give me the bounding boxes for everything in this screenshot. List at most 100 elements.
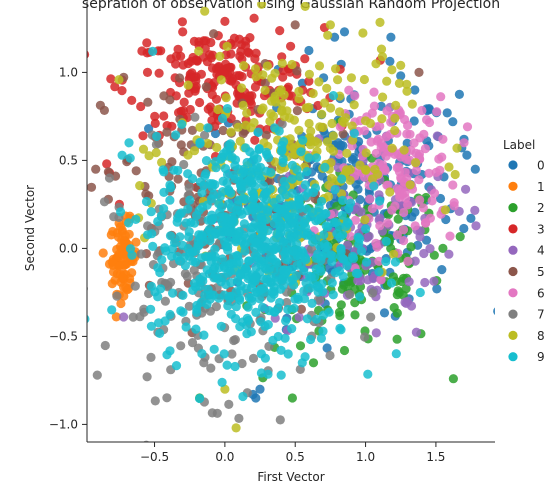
- point-series-2: [339, 345, 350, 356]
- point-series-7: [230, 335, 240, 345]
- point-series-9: [199, 181, 209, 191]
- point-series-9: [311, 253, 321, 263]
- point-series-9: [281, 190, 291, 200]
- point-series-9: [355, 292, 365, 302]
- point-series-9: [264, 306, 274, 316]
- point-series-9: [302, 167, 312, 177]
- point-series-9: [283, 349, 293, 359]
- point-series-8: [333, 75, 343, 85]
- point-series-0: [435, 193, 446, 204]
- point-series-5: [338, 129, 348, 139]
- point-series-3: [249, 13, 259, 23]
- point-series-9: [220, 164, 231, 174]
- point-series-9: [195, 139, 205, 149]
- point-series-9: [254, 144, 264, 155]
- x-tick-label: 0.5: [286, 450, 305, 464]
- point-series-9: [248, 205, 258, 215]
- point-series-0: [410, 85, 420, 95]
- point-series-9: [210, 244, 220, 254]
- point-series-6: [366, 137, 376, 147]
- point-series-0: [210, 128, 221, 139]
- point-series-9: [277, 275, 287, 285]
- point-series-3: [278, 66, 288, 76]
- point-series-3: [162, 121, 172, 131]
- point-series-9: [301, 278, 311, 288]
- point-series-9: [313, 215, 323, 225]
- point-series-9: [165, 346, 175, 356]
- point-series-7: [345, 289, 355, 299]
- point-series-9: [214, 199, 224, 209]
- point-series-8: [241, 120, 251, 130]
- point-series-3: [178, 27, 188, 37]
- point-series-5: [143, 97, 153, 107]
- point-series-9: [184, 232, 194, 242]
- point-series-3: [192, 56, 202, 66]
- point-series-9: [168, 288, 178, 298]
- legend-label-5: 5: [537, 265, 545, 279]
- point-series-9: [276, 345, 286, 355]
- point-series-0: [442, 108, 452, 118]
- point-series-9: [185, 195, 195, 205]
- point-series-9: [194, 241, 204, 251]
- point-series-6: [437, 152, 447, 162]
- point-series-1: [117, 272, 128, 283]
- point-series-9: [250, 273, 260, 283]
- point-series-9: [353, 232, 363, 242]
- point-series-9: [316, 333, 326, 343]
- point-series-9: [290, 208, 300, 218]
- point-series-8: [402, 79, 412, 89]
- point-series-7: [212, 408, 222, 418]
- point-series-7: [176, 341, 186, 351]
- point-series-9: [146, 281, 156, 291]
- point-series-9: [281, 316, 291, 326]
- point-series-4: [419, 248, 429, 259]
- point-series-6: [449, 201, 459, 211]
- point-series-6: [429, 188, 440, 198]
- point-series-9: [326, 250, 336, 260]
- point-series-9: [278, 237, 288, 247]
- point-series-8: [314, 61, 325, 71]
- point-series-6: [387, 205, 397, 215]
- point-series-2: [287, 393, 297, 403]
- legend-label-4: 4: [537, 244, 545, 258]
- point-series-7: [248, 353, 259, 363]
- point-series-8: [390, 113, 400, 123]
- point-series-8: [268, 111, 278, 121]
- point-series-9: [222, 178, 232, 188]
- point-series-9: [317, 279, 327, 289]
- point-series-2: [438, 243, 448, 253]
- point-series-8: [396, 60, 406, 70]
- point-series-9: [328, 290, 338, 300]
- point-series-5: [95, 100, 105, 110]
- point-series-5: [187, 125, 197, 135]
- point-series-0: [448, 117, 458, 127]
- point-series-9: [231, 314, 241, 324]
- point-series-8: [378, 92, 388, 102]
- point-series-6: [375, 121, 385, 131]
- point-series-9: [300, 180, 310, 190]
- point-series-4: [429, 276, 439, 286]
- point-series-8: [300, 2, 310, 11]
- point-series-7: [112, 291, 122, 301]
- point-series-9: [232, 258, 242, 268]
- point-series-9: [173, 165, 183, 176]
- point-series-0: [462, 150, 472, 160]
- legend-label-3: 3: [537, 222, 545, 236]
- point-series-0: [470, 164, 480, 174]
- point-series-8: [250, 64, 261, 74]
- point-series-9: [291, 200, 301, 210]
- point-series-7: [146, 352, 156, 362]
- point-series-9: [280, 333, 290, 343]
- point-series-7: [368, 288, 378, 298]
- point-series-9: [349, 253, 359, 263]
- x-tick-label: −0.5: [140, 450, 169, 464]
- point-series-9: [262, 150, 272, 160]
- point-series-6: [421, 218, 431, 228]
- point-series-3: [241, 41, 251, 51]
- point-series-5: [176, 140, 186, 150]
- point-series-7: [189, 265, 199, 275]
- point-series-9: [320, 162, 330, 172]
- point-series-6: [376, 275, 386, 285]
- point-series-9: [279, 137, 289, 147]
- point-series-9: [232, 250, 242, 261]
